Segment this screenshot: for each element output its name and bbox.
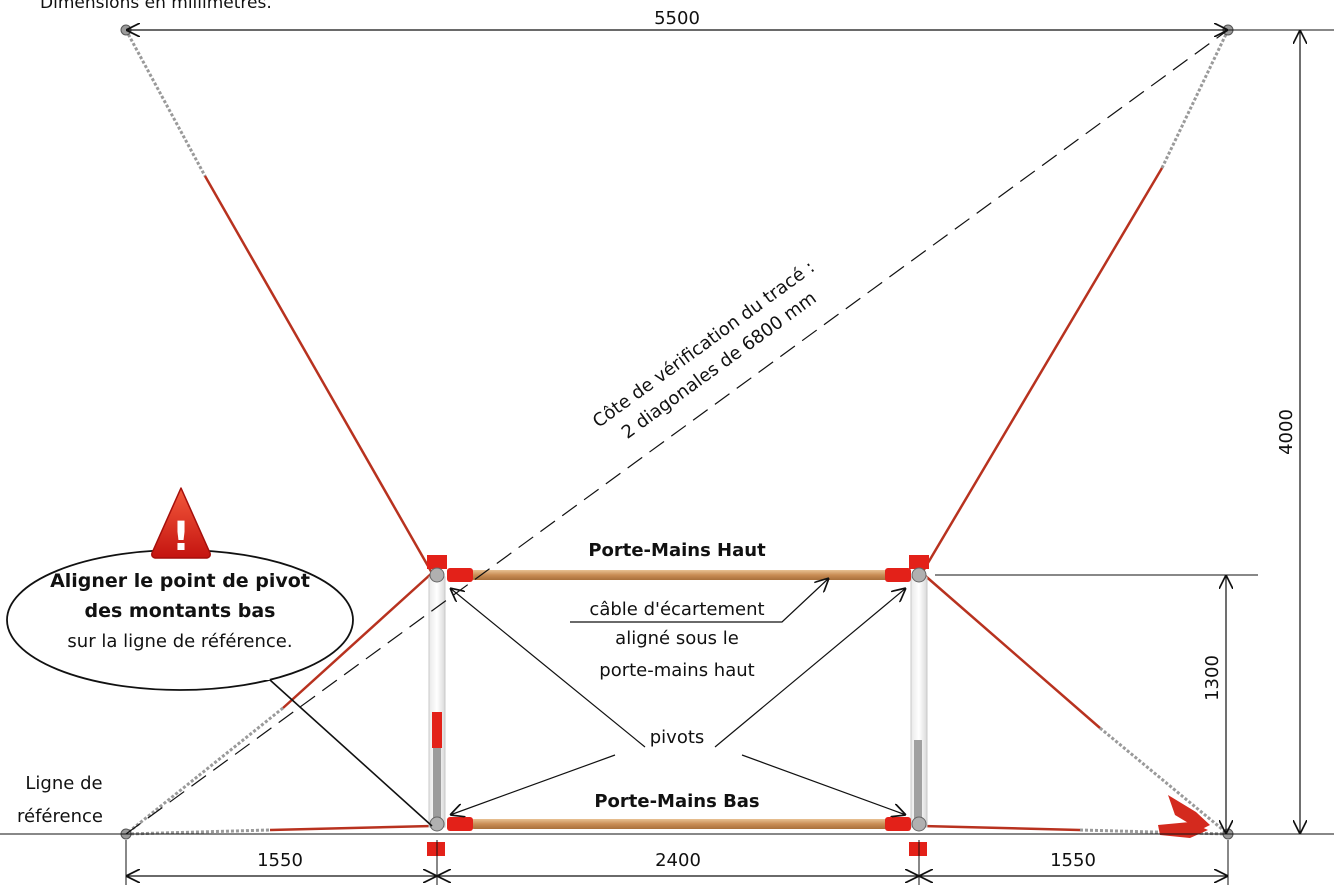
units-note: Dimensions en millimètres.: [40, 0, 272, 13]
dim-center-width-label: 2400: [655, 850, 701, 871]
dim-top-width-label: 5500: [654, 8, 700, 29]
label-cable-line-3: porte-mains haut: [599, 660, 754, 681]
post-left-red-sleeve: [432, 712, 442, 748]
annotation-arrows: [269, 578, 906, 827]
cable-lower-right-diagonal-chain: [1099, 726, 1229, 836]
label-reference-line-2: référence: [17, 806, 103, 827]
cable-upper-left: [203, 175, 434, 574]
label-pivots: pivots: [650, 727, 705, 748]
cable-upper-right: [920, 167, 1164, 574]
pivot-top-right-icon: [911, 567, 927, 583]
post-left-inner: [433, 712, 441, 822]
label-reference-line-1: Ligne de: [25, 773, 102, 794]
warning-symbol: !: [172, 514, 190, 560]
pivot-bottom-right-icon: [911, 816, 927, 832]
label-top-bar: Porte-Mains Haut: [588, 540, 766, 561]
pivot-bottom-left-icon: [429, 816, 445, 832]
cable-bottom-right: [921, 824, 1081, 832]
diagonal-note-line-1: Côte de vérification du tracé :: [589, 257, 819, 432]
cable-lower-left-diagonal-red: [282, 572, 433, 709]
diagonal-note-line-2: 2 diagonales de 6800 mm: [618, 288, 821, 444]
cable-lower-right-diagonal-red: [921, 572, 1101, 729]
dim-upper-bar-height-label: 1300: [1202, 655, 1223, 701]
dim-right-offset-label: 1550: [1050, 850, 1096, 871]
diagonal-check-line: [125, 29, 1229, 835]
warning-triangle-icon: !: [151, 487, 211, 560]
frame: [427, 555, 929, 856]
tensioner-icon: [1158, 795, 1210, 838]
cable-lower-left-diagonal-chain: [125, 706, 284, 836]
label-cable-line-2: aligné sous le: [615, 628, 739, 649]
pivot-top-left-icon: [429, 567, 445, 583]
label-cable-line-1: câble d'écartement: [589, 599, 764, 620]
dim-total-height-label: 4000: [1276, 409, 1297, 455]
warning-line-1: Aligner le point de pivot: [50, 570, 310, 592]
dimension-lines: [126, 30, 1300, 876]
cable-bottom-left-chain: [125, 828, 271, 836]
tension-cables: [124, 29, 1230, 838]
warning-line-2: des montants bas: [85, 600, 276, 622]
warning-line-3: sur la ligne de référence.: [67, 631, 292, 652]
cable-upper-left-chain: [124, 29, 207, 177]
bar-top: [470, 570, 890, 580]
label-bottom-bar: Porte-Mains Bas: [594, 791, 759, 812]
diagonal-note: Côte de vérification du tracé : 2 diagon…: [589, 257, 821, 444]
dim-left-offset-label: 1550: [257, 850, 303, 871]
warning-callout: ! Aligner le point de pivot des montants…: [6, 487, 354, 691]
post-right-inner: [914, 740, 922, 825]
cable-bottom-left: [269, 824, 433, 832]
cable-upper-right-chain: [1160, 29, 1230, 169]
bar-bottom: [470, 819, 890, 829]
